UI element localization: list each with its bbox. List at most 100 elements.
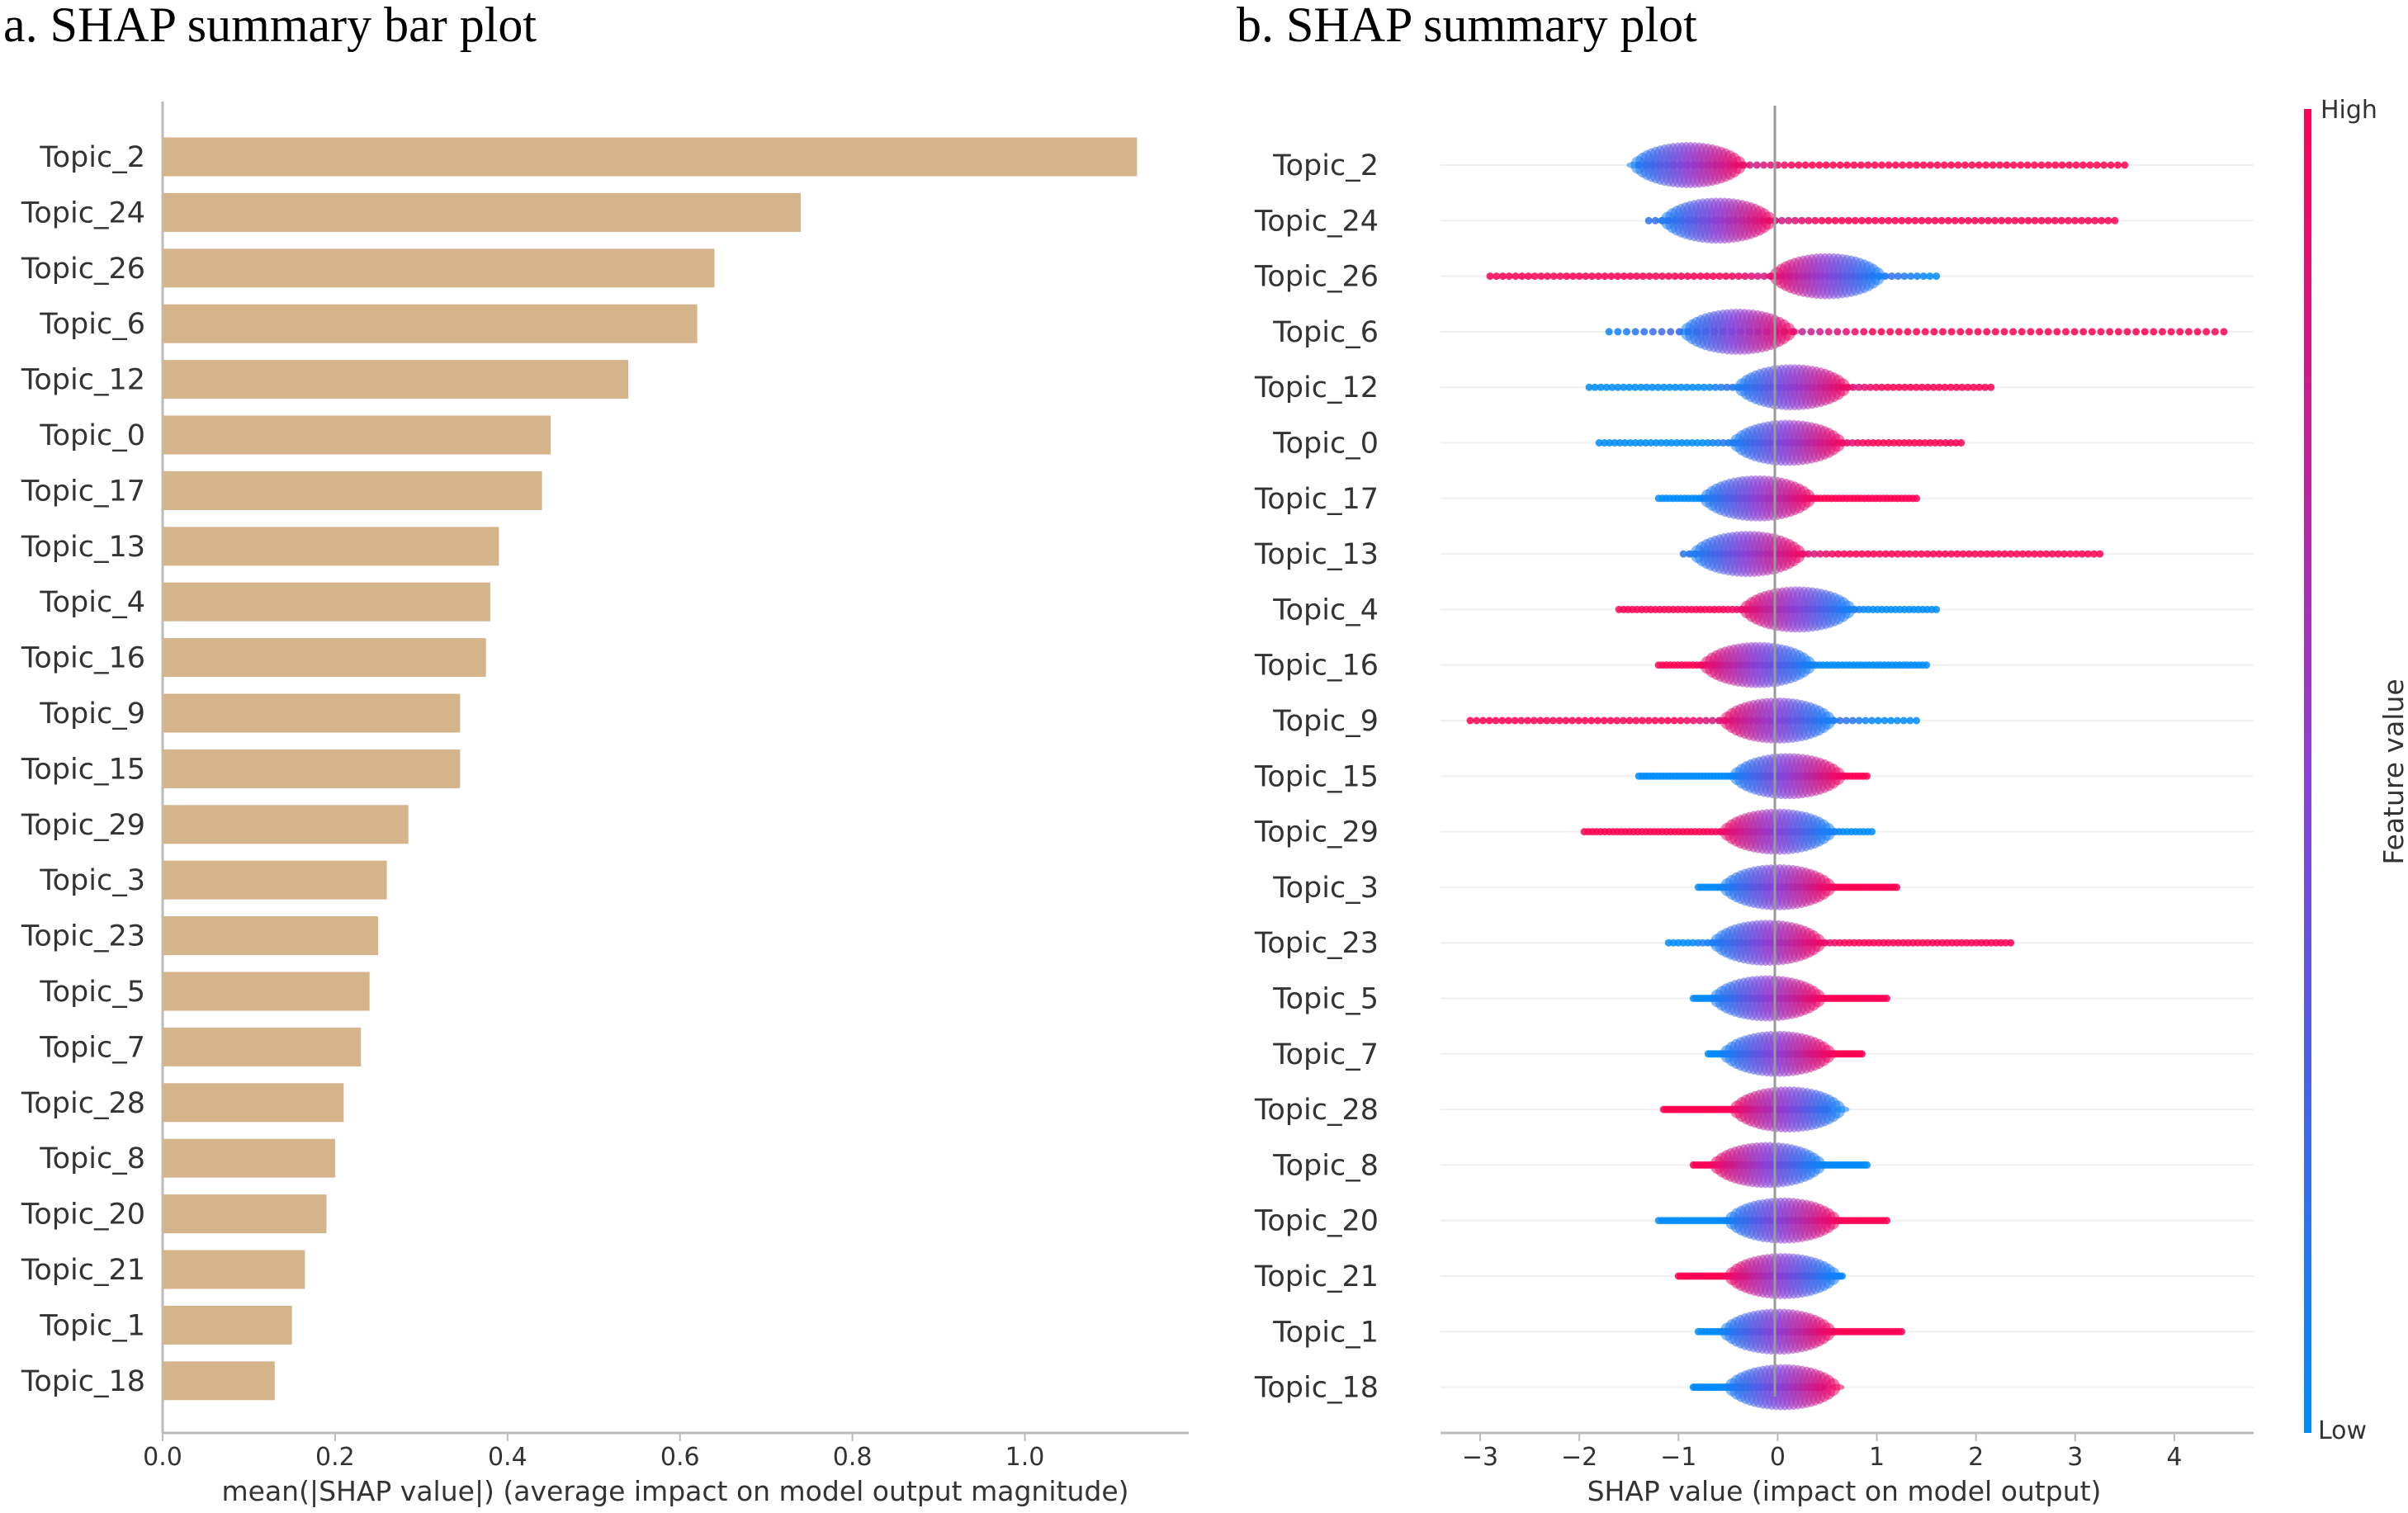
beeswarm-point: [1729, 272, 1737, 281]
beeswarm-point: [1891, 161, 1899, 169]
beeswarm-point: [1478, 716, 1487, 725]
beeswarm-point: [1864, 161, 1872, 169]
beeswarm-point: [1947, 328, 1956, 336]
beeswarm-point: [1850, 161, 1858, 169]
beeswarm-row-topic-29: Topic_29: [1254, 808, 2254, 855]
beeswarm-cluster: [1785, 328, 1800, 335]
beeswarm-point: [1626, 439, 1635, 447]
beeswarm-point: [1855, 716, 1863, 725]
beeswarm-point: [1905, 161, 1914, 169]
beeswarm-row-topic-24: Topic_24: [1254, 197, 2254, 244]
beeswarm-point: [1602, 383, 1611, 391]
beeswarm-point: [1858, 550, 1866, 558]
bar-y-tick-label: Topic_6: [39, 308, 145, 341]
beeswarm-point: [1918, 383, 1926, 391]
beeswarm-y-tick-label: Topic_2: [1272, 149, 1379, 182]
beeswarm-point: [1741, 272, 1749, 281]
beeswarm-point: [1964, 383, 1972, 391]
beeswarm-x-axis-label: SHAP value (impact on model output): [1587, 1475, 2102, 1507]
beeswarm-point: [1568, 272, 1577, 281]
beeswarm-cluster: [1844, 606, 1860, 613]
beeswarm-point: [1911, 550, 1919, 558]
beeswarm-point: [1991, 216, 1999, 225]
beeswarm-point: [1816, 328, 1824, 336]
beeswarm-point: [1942, 439, 1950, 447]
beeswarm-point: [1995, 161, 2004, 169]
beeswarm-point: [1975, 161, 1983, 169]
beeswarm-point: [2023, 161, 2032, 169]
beeswarm-point: [1947, 161, 1956, 169]
beeswarm-point: [1801, 161, 1810, 169]
beeswarm-point: [1658, 716, 1666, 725]
beeswarm-point: [2054, 550, 2062, 558]
beeswarm-y-tick-label: Topic_9: [1272, 705, 1379, 738]
beeswarm-point: [2098, 216, 2106, 225]
beeswarm-point: [1848, 439, 1857, 447]
beeswarm-point: [1926, 272, 1934, 281]
beeswarm-point: [1498, 716, 1507, 725]
beeswarm-point: [1893, 716, 1901, 725]
beeswarm-point: [1924, 216, 1933, 225]
beeswarm-point: [2018, 328, 2026, 336]
beeswarm-point: [1810, 550, 1819, 558]
beeswarm-point: [1855, 383, 1863, 391]
beeswarm-cluster: [1829, 1273, 1845, 1279]
beeswarm-point: [1951, 439, 1960, 447]
beeswarm-point: [2096, 550, 2104, 558]
beeswarm-point: [1536, 716, 1545, 725]
beeswarm-point: [1998, 216, 2006, 225]
bar-plot-axes: 0.0 0.2 0.4 0.6 0.8 1.0: [143, 102, 1189, 1472]
beeswarm-point: [1753, 161, 1761, 169]
beeswarm-point: [1600, 716, 1608, 725]
beeswarm-point: [1734, 272, 1743, 281]
beeswarm-point: [1642, 439, 1650, 447]
beeswarm-point: [2064, 216, 2072, 225]
beeswarm-point: [1868, 328, 1876, 336]
bar-y-tick-label: Topic_0: [39, 419, 145, 452]
beeswarm-point: [1883, 995, 1891, 1002]
beeswarm-row-topic-13: Topic_13: [1254, 531, 2254, 578]
beeswarm-point: [1861, 383, 1869, 391]
beeswarm-point: [2184, 328, 2193, 336]
beeswarm-row-topic-23: Topic_23: [1254, 920, 2254, 967]
beeswarm-point: [1828, 550, 1836, 558]
beeswarm-point: [1811, 216, 1819, 225]
beeswarm-point: [1607, 272, 1616, 281]
bar-y-tick-label: Topic_18: [21, 1365, 145, 1398]
beeswarm-point: [1829, 161, 1838, 169]
beeswarm-point: [1890, 439, 1898, 447]
beeswarm-point: [1807, 328, 1815, 336]
beeswarm-point: [2018, 550, 2027, 558]
beeswarm-y-tick-label: Topic_28: [1254, 1094, 1379, 1127]
beeswarm-point: [1555, 716, 1564, 725]
beeswarm-point: [1705, 383, 1714, 391]
beeswarm-point: [1677, 272, 1686, 281]
beeswarm-cluster: [1805, 494, 1820, 502]
beeswarm-point: [1919, 161, 1928, 169]
beeswarm-point: [1898, 216, 1906, 225]
beeswarm-point: [1911, 216, 1919, 225]
beeswarm-point: [1614, 272, 1622, 281]
beeswarm-point: [1859, 439, 1867, 447]
beeswarm-point: [1613, 716, 1621, 725]
beeswarm-point: [1824, 328, 1833, 336]
beeswarm-point: [1544, 272, 1552, 281]
beeswarm-point: [1937, 439, 1945, 447]
colorbar-title: Feature value: [2377, 678, 2408, 864]
beeswarm-point: [1671, 383, 1679, 391]
beeswarm-point: [1885, 439, 1893, 447]
bar-y-tick-label: Topic_24: [21, 196, 145, 229]
beeswarm-point: [2007, 939, 2015, 947]
bar-topic-4: [163, 582, 490, 622]
beeswarm-point: [2121, 161, 2129, 169]
beeswarm-y-tick-label: Topic_0: [1272, 428, 1379, 461]
beeswarm-point: [1644, 216, 1653, 225]
beeswarm-cluster: [1824, 883, 1840, 891]
beeswarm-point: [1844, 216, 1852, 225]
beeswarm-point: [1631, 383, 1639, 391]
beeswarm-point: [1658, 272, 1667, 281]
beeswarm-point: [2013, 550, 2021, 558]
beeswarm-point: [1857, 161, 1865, 169]
beeswarm-point: [1964, 216, 1972, 225]
